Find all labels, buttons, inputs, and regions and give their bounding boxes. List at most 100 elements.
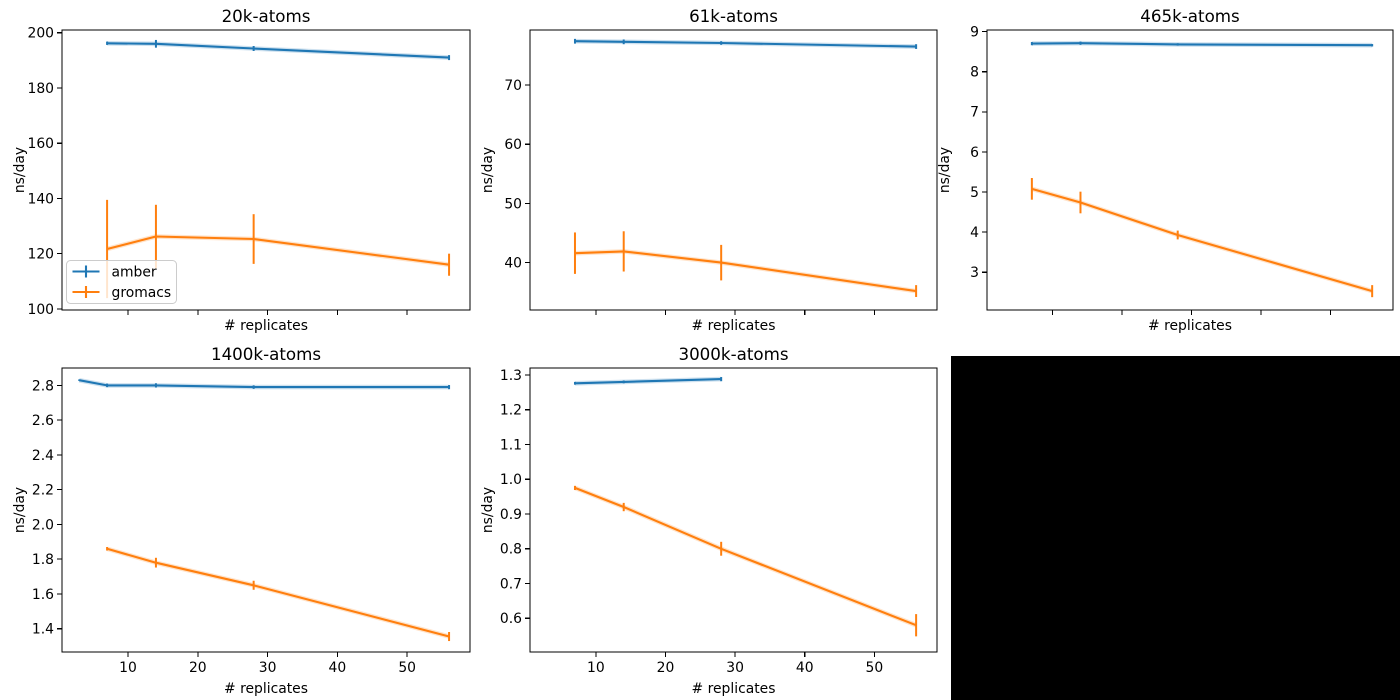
data-line — [1031, 42, 1373, 47]
subplot-61k-atoms: 61k-atoms # replicates ns/day 40 50 60 70 — [480, 6, 938, 334]
y-tick-label: 2.4 — [32, 448, 54, 464]
y-axis-label: ns/day — [480, 487, 496, 533]
x-axis — [127, 310, 408, 315]
data-line — [574, 378, 722, 385]
y-tick-label: 3 — [970, 265, 979, 281]
y-axis: 100 120 140 160 180 200 — [27, 26, 62, 318]
axes-frame — [986, 29, 1394, 311]
data-line — [574, 486, 917, 627]
data-line — [1031, 187, 1373, 293]
x-tick-label: 40 — [796, 660, 814, 676]
series-amber — [1030, 40, 1374, 48]
data-line-halo — [574, 249, 917, 294]
x-axis — [1052, 310, 1332, 315]
axes-frame — [529, 29, 938, 311]
y-tick-label: 2.6 — [32, 413, 54, 429]
y-tick-label: 0.9 — [500, 507, 522, 523]
series-gromacs — [1030, 178, 1374, 298]
y-tick-label: 1.6 — [32, 587, 54, 603]
y-tick-label: 5 — [970, 185, 979, 201]
y-tick-label: 0.7 — [500, 576, 522, 592]
x-tick-label: 10 — [587, 660, 605, 676]
x-axis — [595, 310, 875, 315]
x-axis-label: # replicates — [692, 318, 776, 334]
y-tick-label: 60 — [504, 137, 522, 153]
legend-entry-gromacs: gromacs — [72, 285, 172, 301]
y-axis: 1.4 1.6 1.8 2.0 2.2 2.4 2.6 2.8 — [32, 378, 62, 638]
subplot-20k-atoms: 20k-atoms# replicatesns/day1001201401601… — [12, 6, 471, 334]
series-gromacs — [573, 485, 918, 637]
y-tick-label: 1.4 — [32, 622, 54, 638]
axis-title: 3000k-atoms — [678, 344, 788, 364]
series-gromacs — [573, 231, 918, 297]
series-amber — [106, 39, 451, 61]
data-line — [106, 235, 450, 266]
subplot-3000k-atoms: 3000k-atoms # replicates ns/day 10 20 30 40 50 0… — [480, 344, 938, 697]
data-line — [79, 379, 450, 389]
series-amber — [78, 377, 451, 390]
axis-title: 20k-atoms — [222, 6, 311, 26]
y-axis: 40 50 60 70 — [504, 78, 530, 272]
x-axis: 10 20 30 40 50 — [119, 652, 416, 676]
data-line — [574, 250, 917, 293]
y-axis: 3 4 5 6 7 8 9 — [970, 25, 987, 281]
axis-title: 465k-atoms — [1140, 6, 1239, 26]
y-axis-label: ns/day — [12, 487, 28, 533]
y-tick-label: 100 — [27, 302, 54, 318]
y-tick-label: 0.8 — [500, 542, 522, 558]
x-tick-label: 50 — [398, 660, 416, 676]
data-line — [107, 42, 450, 59]
y-tick-label: 200 — [27, 26, 54, 42]
x-axis-label: # replicates — [1148, 318, 1232, 334]
axes-frame — [529, 367, 938, 653]
x-axis-label: # replicates — [224, 318, 308, 334]
x-tick-label: 40 — [329, 660, 347, 676]
data-line — [106, 547, 450, 638]
y-tick-label: 0.6 — [500, 611, 522, 627]
y-tick-label: 1.3 — [500, 368, 522, 384]
y-axis-label: ns/day — [480, 147, 496, 193]
y-tick-label: 1.2 — [500, 403, 522, 419]
y-axis-label: ns/day — [937, 147, 953, 193]
data-line — [574, 40, 917, 48]
y-tick-label: 1.1 — [500, 437, 522, 453]
x-axis: 10 20 30 40 50 — [587, 652, 883, 676]
legend-label: amber — [112, 264, 157, 280]
y-tick-label: 40 — [504, 256, 522, 272]
x-tick-label: 20 — [189, 660, 207, 676]
series-amber — [573, 376, 723, 386]
y-tick-label: 70 — [504, 78, 522, 94]
y-tick-label: 1.0 — [500, 472, 522, 488]
axis-title: 1400k-atoms — [211, 344, 321, 364]
series-amber — [573, 38, 918, 49]
y-tick-label: 9 — [970, 25, 979, 41]
axis-title: 61k-atoms — [689, 6, 778, 26]
y-tick-label: 160 — [27, 136, 54, 152]
legend-label: gromacs — [112, 285, 172, 301]
y-tick-label: 2.0 — [32, 517, 54, 533]
y-tick-label: 6 — [970, 145, 979, 161]
y-axis: 0.6 0.7 0.8 0.9 1.0 1.1 1.2 1.3 — [500, 368, 530, 627]
x-tick-label: 10 — [119, 660, 137, 676]
subplot-465k-atoms: 465k-atoms # replicates ns/day 3 4 5 6 7 8 9 — [937, 6, 1394, 334]
x-axis-label: # replicates — [224, 681, 308, 697]
blank-panel — [951, 356, 1400, 700]
y-tick-label: 120 — [27, 247, 54, 263]
axes-frame — [61, 367, 471, 653]
x-tick-label: 50 — [865, 660, 883, 676]
y-tick-label: 7 — [970, 105, 979, 121]
y-tick-label: 140 — [27, 191, 54, 207]
legend-entry-amber: amber — [72, 264, 157, 280]
y-tick-label: 1.8 — [32, 552, 54, 568]
y-tick-label: 4 — [970, 225, 979, 241]
x-tick-label: 30 — [259, 660, 277, 676]
y-tick-label: 2.8 — [32, 378, 54, 394]
y-tick-label: 2.2 — [32, 483, 54, 499]
y-tick-label: 50 — [504, 196, 522, 212]
y-axis-label: ns/day — [12, 147, 28, 193]
y-tick-label: 180 — [27, 81, 54, 97]
x-tick-label: 30 — [726, 660, 744, 676]
